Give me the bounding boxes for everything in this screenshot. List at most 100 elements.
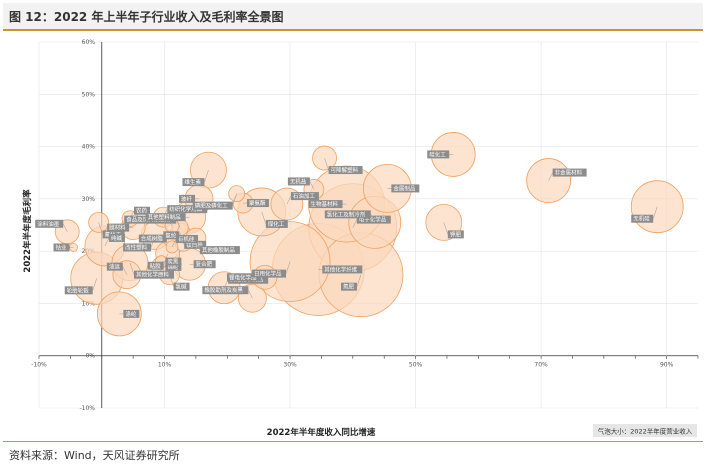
bubble-label-bg bbox=[53, 243, 70, 252]
bubble-label: 石油加工 bbox=[293, 192, 316, 200]
bubble-label: 电子化学品 bbox=[359, 216, 387, 224]
bubble-label: 可降解塑料 bbox=[331, 166, 359, 174]
figure-title-bar: 图 12：2022 年上半年子行业收入及毛利率全景图 bbox=[3, 3, 703, 31]
bubble-label-bg bbox=[322, 265, 363, 274]
bubble-label-bg bbox=[35, 219, 64, 228]
y-tick-label: 10% bbox=[82, 300, 96, 307]
label-leader bbox=[92, 278, 97, 291]
y-axis-label: 2022年半年度毛利率 bbox=[22, 189, 33, 273]
size-legend: 气泡大小：2022半年度营业收入 bbox=[593, 424, 697, 437]
x-tick-label: 30% bbox=[283, 362, 297, 369]
bubble-label: 金属制品 bbox=[393, 184, 416, 192]
x-tick-label: 50% bbox=[409, 362, 423, 369]
bubble-label: 钾肥 bbox=[450, 230, 462, 238]
bubble-label-bg bbox=[631, 214, 654, 223]
bubble-label: 氯碱 bbox=[176, 283, 188, 291]
bubble-label: 改性塑料 bbox=[125, 243, 148, 251]
bubble-label: 粘胶 bbox=[150, 262, 162, 270]
bubble-label-bg bbox=[192, 201, 233, 210]
bubble-label: 农药 bbox=[136, 207, 148, 215]
bubble-label-bg bbox=[324, 210, 371, 219]
x-axis-label: 2022年半年度收入同比增速 bbox=[267, 427, 376, 438]
bubble-labels: 涂料油墨氟化工钴业纯碱轮胎轮毂涤纶油运其他化学原料膜材料农药改性塑料锦纶民爆钛白… bbox=[35, 150, 658, 318]
bubble-label-bg bbox=[202, 286, 249, 295]
bubble-label-bg bbox=[134, 270, 175, 279]
x-tick-label: -10% bbox=[31, 362, 47, 369]
bubble-label-bg bbox=[447, 230, 464, 239]
bubble-label: 聚氨酯 bbox=[249, 199, 266, 207]
bubble-label: 涂料油墨 bbox=[37, 220, 60, 228]
bubble-label-bg bbox=[199, 246, 240, 255]
bubble-label-bg bbox=[138, 234, 167, 243]
bubble-label-bg bbox=[552, 168, 587, 177]
source-bar: 资料来源：Wind，天风证券研究所 bbox=[3, 441, 703, 466]
label-leader bbox=[370, 214, 375, 223]
bubble-label-bg bbox=[123, 309, 140, 318]
bubble-label: 氯化工及制冷剂 bbox=[327, 210, 366, 218]
bubble-label-bg bbox=[165, 262, 182, 271]
source-note: 资料来源：Wind，天风证券研究所 bbox=[9, 449, 180, 462]
bubble-label-bg bbox=[165, 257, 182, 266]
bubble-label-bg bbox=[145, 213, 186, 222]
label-leader bbox=[98, 222, 103, 235]
label-leader bbox=[104, 237, 110, 247]
y-tick-label: 0% bbox=[85, 353, 95, 360]
y-tick-label: 30% bbox=[82, 196, 96, 203]
bubble-label: 橡胶助剂及炭黑 bbox=[204, 286, 243, 294]
label-leader bbox=[286, 195, 292, 205]
bubble-label: 油运 bbox=[109, 263, 121, 271]
bubble-chart: -10%0%10%20%30%40%50%60%-10%10%30%50%70%… bbox=[22, 39, 699, 438]
bubble-label-bg bbox=[163, 231, 180, 240]
bubble-label: 其他塑料制品 bbox=[148, 213, 182, 221]
bubble-label: 其他橡胶制品 bbox=[202, 246, 236, 254]
bubble-label-bg bbox=[64, 286, 93, 295]
bubble-label: 钛白粉 bbox=[186, 241, 203, 249]
label-leader bbox=[195, 237, 201, 251]
bubble-label: 复合肥 bbox=[196, 260, 213, 268]
y-tick-label: 40% bbox=[82, 144, 96, 151]
label-leader bbox=[356, 274, 362, 287]
bubble-label: 无机盐 bbox=[290, 177, 307, 185]
bubble-label: 锂电化学品 bbox=[229, 273, 257, 281]
bubble-label: 纺织化学用品 bbox=[169, 205, 203, 213]
y-tick-label: 60% bbox=[82, 39, 96, 46]
bubble-label: 氮肥 bbox=[343, 283, 355, 291]
bubble-label-bg bbox=[252, 269, 287, 278]
bubble-label-bg bbox=[147, 261, 164, 270]
bubble-label-bg bbox=[134, 206, 151, 215]
bubble-label-bg bbox=[184, 240, 207, 249]
bubble-label-bg bbox=[173, 282, 190, 291]
label-leader bbox=[652, 206, 658, 219]
figure-title: 图 12：2022 年上半年子行业收入及毛利率全景图 bbox=[9, 10, 284, 24]
bubble-label: 磷肥及磷化工 bbox=[195, 202, 229, 210]
label-leader bbox=[204, 170, 209, 183]
bubble-label: 纯碱 bbox=[111, 234, 123, 242]
bubble-label: 锦纶 bbox=[167, 263, 179, 271]
bubble-series bbox=[54, 132, 684, 337]
bubble-label: 玻纤 bbox=[181, 195, 193, 203]
bubble-label-bg bbox=[176, 234, 199, 243]
bubble-label-bg bbox=[287, 177, 310, 186]
bubble-label: 非金属材料 bbox=[555, 169, 583, 177]
bubble-label-bg bbox=[391, 184, 420, 193]
label-leader bbox=[169, 274, 174, 287]
label-leader bbox=[285, 261, 291, 274]
x-tick-label: 10% bbox=[158, 362, 172, 369]
bubble-label: 其他化学纤维 bbox=[324, 265, 358, 273]
bubble-label: 合成树脂 bbox=[141, 235, 164, 243]
bubble-label-bg bbox=[167, 205, 208, 214]
y-tick-label: -10% bbox=[79, 405, 95, 412]
bubble-label: 膜材料 bbox=[109, 224, 126, 232]
bubble-label-bg bbox=[356, 215, 391, 224]
label-leader bbox=[352, 219, 358, 228]
label-leader bbox=[171, 238, 177, 248]
size-legend-text: 气泡大小：2022半年度营业收入 bbox=[598, 427, 693, 436]
label-leader bbox=[163, 209, 168, 218]
label-leader bbox=[129, 262, 135, 275]
bubble-label: 钴业 bbox=[56, 243, 68, 251]
bubble-label-bg bbox=[226, 273, 261, 282]
bubble-label-bg bbox=[123, 243, 152, 252]
bubble-label: 氨纶 bbox=[165, 231, 177, 239]
bubble-label-bg bbox=[106, 262, 123, 271]
label-leader bbox=[248, 290, 253, 299]
